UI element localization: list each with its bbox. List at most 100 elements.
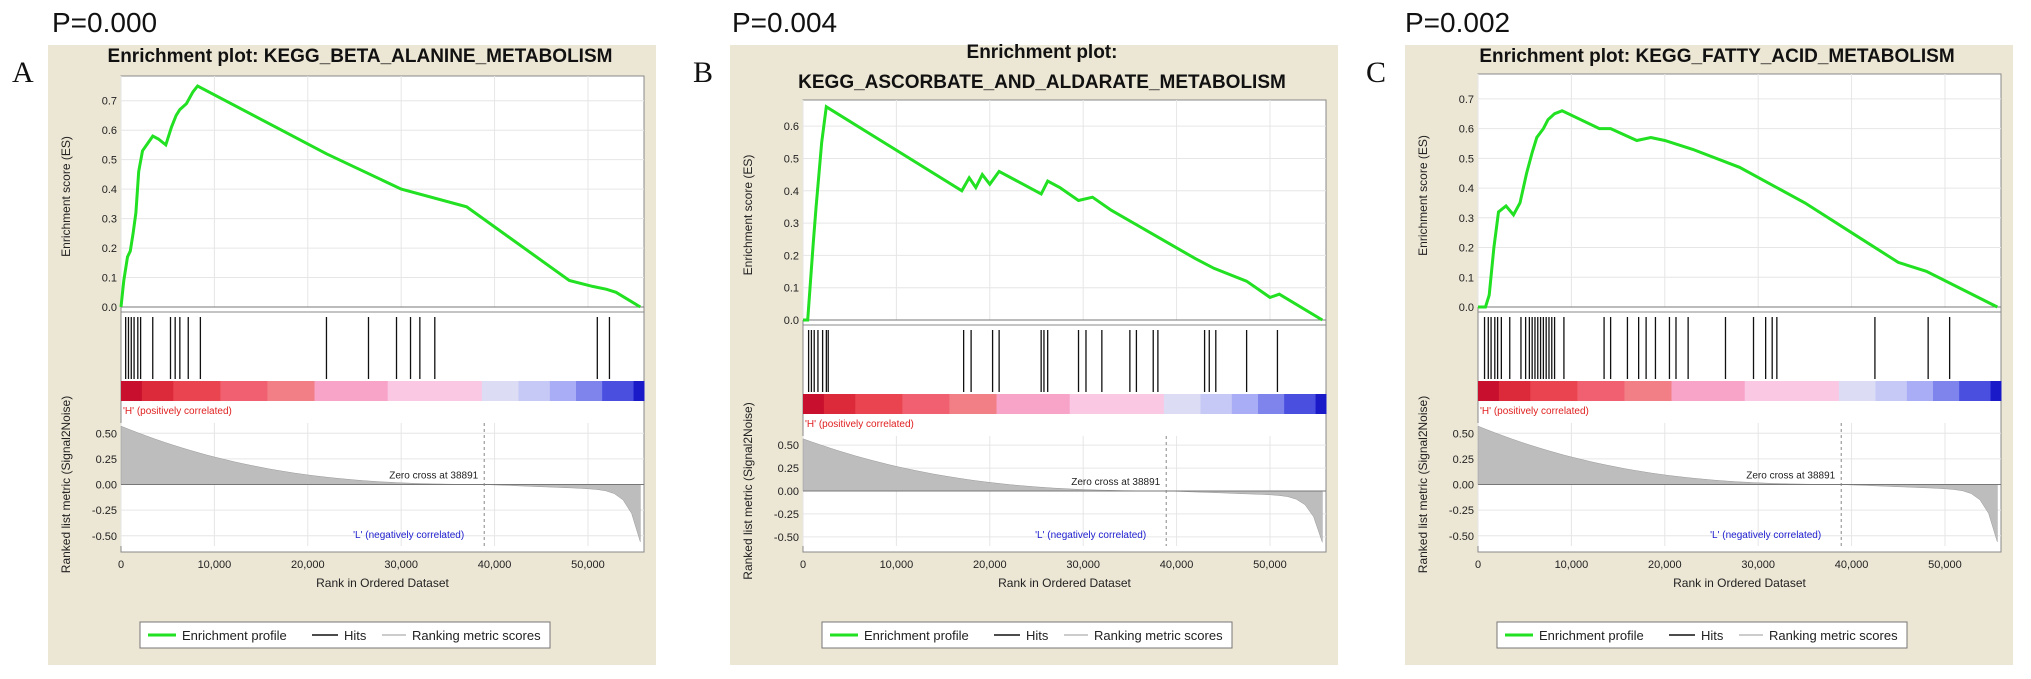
es-ytick-label: 0.3 — [1459, 213, 1474, 225]
metric-ytick-label: -0.50 — [92, 531, 117, 543]
legend-profile-label: Enrichment profile — [1539, 628, 1644, 643]
es-ytick-label: 0.0 — [1459, 302, 1474, 314]
es-ytick-label: 0.7 — [1459, 94, 1474, 106]
heatmap-segment — [1069, 394, 1165, 414]
xtick-label: 30,000 — [1741, 559, 1775, 571]
xtick-label: 50,000 — [1253, 559, 1287, 571]
chart-title: Enrichment plot: KEGG_FATTY_ACID_METABOL… — [1479, 46, 1954, 67]
es-ytick-label: 0.7 — [102, 96, 117, 108]
negative-correlated-label: 'L' (negatively correlated) — [1035, 530, 1146, 541]
heatmap-segment — [602, 381, 635, 401]
metric-ytick-label: -0.25 — [774, 509, 799, 521]
metric-ytick-label: 0.00 — [778, 486, 799, 498]
heatmap-segment — [576, 381, 603, 401]
legend-metric-label: Ranking metric scores — [412, 628, 541, 643]
heatmap-segment — [1671, 381, 1746, 401]
es-ytick-label: 0.0 — [102, 302, 117, 314]
xtick-label: 0 — [1475, 559, 1481, 571]
legend-metric-label: Ranking metric scores — [1769, 628, 1898, 643]
negative-correlated-label: 'L' (negatively correlated) — [353, 530, 464, 541]
panel-letter: B — [693, 56, 713, 89]
heatmap-segment — [633, 381, 645, 401]
p-value: P=0.004 — [732, 7, 837, 38]
heatmap-segment — [1990, 381, 2002, 401]
enrichment-profile-line — [119, 84, 642, 309]
metric-ylabel: Ranked list metric (Signal2Noise) — [1416, 396, 1430, 573]
heatmap-segment — [1530, 381, 1578, 401]
xtick-label: 0 — [800, 559, 806, 571]
heatmap-segment — [1478, 381, 1500, 401]
es-ytick-label: 0.6 — [1459, 124, 1474, 136]
es-ylabel: Enrichment score (ES) — [1416, 135, 1430, 256]
xlabel: Rank in Ordered Dataset — [1673, 576, 1806, 590]
es-ytick-label: 0.6 — [784, 121, 799, 133]
legend-box — [1496, 621, 1908, 649]
metric-ytick-label: -0.25 — [1449, 505, 1474, 517]
chart-title-line1: Enrichment plot: — [967, 42, 1118, 63]
p-value: P=0.002 — [1405, 7, 1510, 38]
xtick-label: 20,000 — [291, 559, 325, 571]
xtick-label: 50,000 — [1928, 559, 1962, 571]
heatmap-segment — [1933, 381, 1960, 401]
panel-letter: A — [12, 56, 34, 89]
heatmap-segment — [1875, 381, 1908, 401]
legend-hits-label: Hits — [344, 628, 367, 643]
heatmap-segment — [823, 394, 856, 414]
es-ytick-label: 0.1 — [784, 283, 799, 295]
heatmap-segment — [1906, 381, 1934, 401]
chart-panel-b: P=0.004 B Enrichment plot: KEGG_ASCORBATE_A… — [693, 7, 1338, 665]
es-ytick-label: 0.4 — [1459, 183, 1474, 195]
heatmap-segment — [1959, 381, 1992, 401]
metric-ytick-label: 0.50 — [778, 440, 799, 452]
es-ytick-label: 0.3 — [102, 214, 117, 226]
es-ytick-label: 0.2 — [784, 250, 799, 262]
es-ytick-label: 0.2 — [102, 243, 117, 255]
positive-correlated-label: 'H' (positively correlated) — [1480, 406, 1589, 417]
xtick-label: 10,000 — [1555, 559, 1589, 571]
metric-ytick-label: 0.50 — [96, 428, 117, 440]
es-ytick-label: 0.1 — [1459, 272, 1474, 284]
es-ylabel: Enrichment score (ES) — [741, 155, 755, 276]
xtick-label: 30,000 — [1066, 559, 1100, 571]
chart-panel-c: P=0.002 C Enrichment plot: KEGG_FATTY_ACID… — [1366, 7, 2013, 665]
heatmap-segment — [518, 381, 551, 401]
zero-cross-label: Zero cross at 38891 — [389, 471, 478, 482]
xtick-label: 40,000 — [1160, 559, 1194, 571]
metric-ytick-label: 0.00 — [96, 480, 117, 492]
xtick-label: 10,000 — [198, 559, 232, 571]
chart-title: Enrichment plot: KEGG_BETA_ALANINE_METAB… — [108, 46, 613, 67]
legend-hits-label: Hits — [1026, 628, 1049, 643]
xtick-label: 40,000 — [1835, 559, 1869, 571]
heatmap-segment — [996, 394, 1071, 414]
metric-ytick-label: -0.25 — [92, 505, 117, 517]
heatmap-segment — [1498, 381, 1531, 401]
es-ytick-label: 0.5 — [1459, 153, 1474, 165]
es-ytick-label: 0.1 — [102, 273, 117, 285]
es-ytick-label: 0.5 — [784, 153, 799, 165]
heatmap-segment — [549, 381, 577, 401]
panel-letter: C — [1366, 56, 1386, 89]
heatmap-segment — [1315, 394, 1327, 414]
heatmap-segment — [267, 381, 316, 401]
heatmap-segment — [949, 394, 998, 414]
heatmap-segment — [803, 394, 825, 414]
es-ytick-label: 0.6 — [102, 125, 117, 137]
positive-correlated-label: 'H' (positively correlated) — [805, 419, 914, 430]
xtick-label: 10,000 — [880, 559, 914, 571]
es-ytick-label: 0.0 — [784, 315, 799, 327]
chart-title-line2: KEGG_ASCORBATE_AND_ALDARATE_METABOLISM — [798, 72, 1286, 93]
legend-profile-label: Enrichment profile — [864, 628, 969, 643]
legend-profile-label: Enrichment profile — [182, 628, 287, 643]
legend-box — [139, 621, 551, 649]
heatmap-segment — [1744, 381, 1840, 401]
heatmap-segment — [141, 381, 174, 401]
heatmap-segment — [1624, 381, 1673, 401]
metric-ytick-label: 0.50 — [1453, 428, 1474, 440]
p-value: P=0.000 — [52, 7, 157, 38]
heatmap-segment — [855, 394, 903, 414]
xtick-label: 0 — [118, 559, 124, 571]
es-ytick-label: 0.4 — [102, 184, 117, 196]
heatmap-segment — [1284, 394, 1317, 414]
es-ylabel: Enrichment score (ES) — [59, 136, 73, 257]
